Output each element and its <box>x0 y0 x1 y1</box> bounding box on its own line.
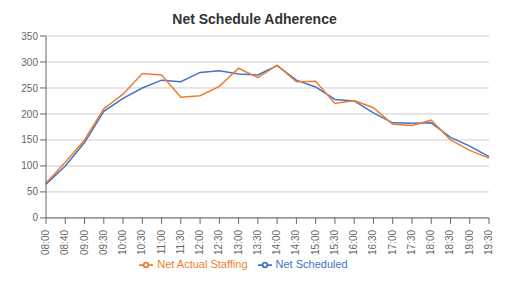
svg-text:11:00: 11:00 <box>156 229 167 254</box>
svg-text:250: 250 <box>21 83 38 94</box>
svg-text:08:40: 08:40 <box>59 229 70 254</box>
svg-text:18:00: 18:00 <box>425 229 436 254</box>
svg-text:100: 100 <box>21 160 38 171</box>
html-text:Net Actual Staffing: Net Actual Staffing <box>157 257 248 270</box>
svg-text:50: 50 <box>27 186 39 197</box>
svg-text:11:30: 11:30 <box>175 229 186 254</box>
svg-text:09:00: 09:00 <box>79 229 90 254</box>
svg-text:19:30: 19:30 <box>483 229 494 254</box>
svg-text:16:30: 16:30 <box>367 229 378 254</box>
svg-text:15:00: 15:00 <box>310 229 321 254</box>
svg-text:350: 350 <box>21 31 38 42</box>
svg-text:14:00: 14:00 <box>271 229 282 254</box>
svg-text:300: 300 <box>21 57 38 68</box>
svg-text:08:00: 08:00 <box>40 229 51 254</box>
svg-text:12:00: 12:00 <box>194 229 205 254</box>
svg-text:17:30: 17:30 <box>406 229 417 254</box>
svg-text:10:00: 10:00 <box>117 229 128 254</box>
svg-text:18:30: 18:30 <box>444 229 455 254</box>
html-text:Net Scheduled: Net Scheduled <box>275 257 348 270</box>
svg-text:09:30: 09:30 <box>98 229 109 254</box>
svg-text:12:30: 12:30 <box>213 229 224 254</box>
svg-text:15:30: 15:30 <box>329 229 340 254</box>
svg-text:14:30: 14:30 <box>290 229 301 254</box>
svg-text:10:30: 10:30 <box>136 229 147 254</box>
svg-text:13:30: 13:30 <box>252 229 263 254</box>
svg-text:150: 150 <box>21 134 38 145</box>
svg-text:16:00: 16:00 <box>348 229 359 254</box>
svg-text:13:00: 13:00 <box>233 229 244 254</box>
svg-text:0: 0 <box>32 212 38 223</box>
svg-text:19:00: 19:00 <box>464 229 475 254</box>
svg-text:17:00: 17:00 <box>387 229 398 254</box>
svg-text:200: 200 <box>21 109 38 120</box>
html-text:Net Schedule Adherence: Net Schedule Adherence <box>172 11 337 27</box>
